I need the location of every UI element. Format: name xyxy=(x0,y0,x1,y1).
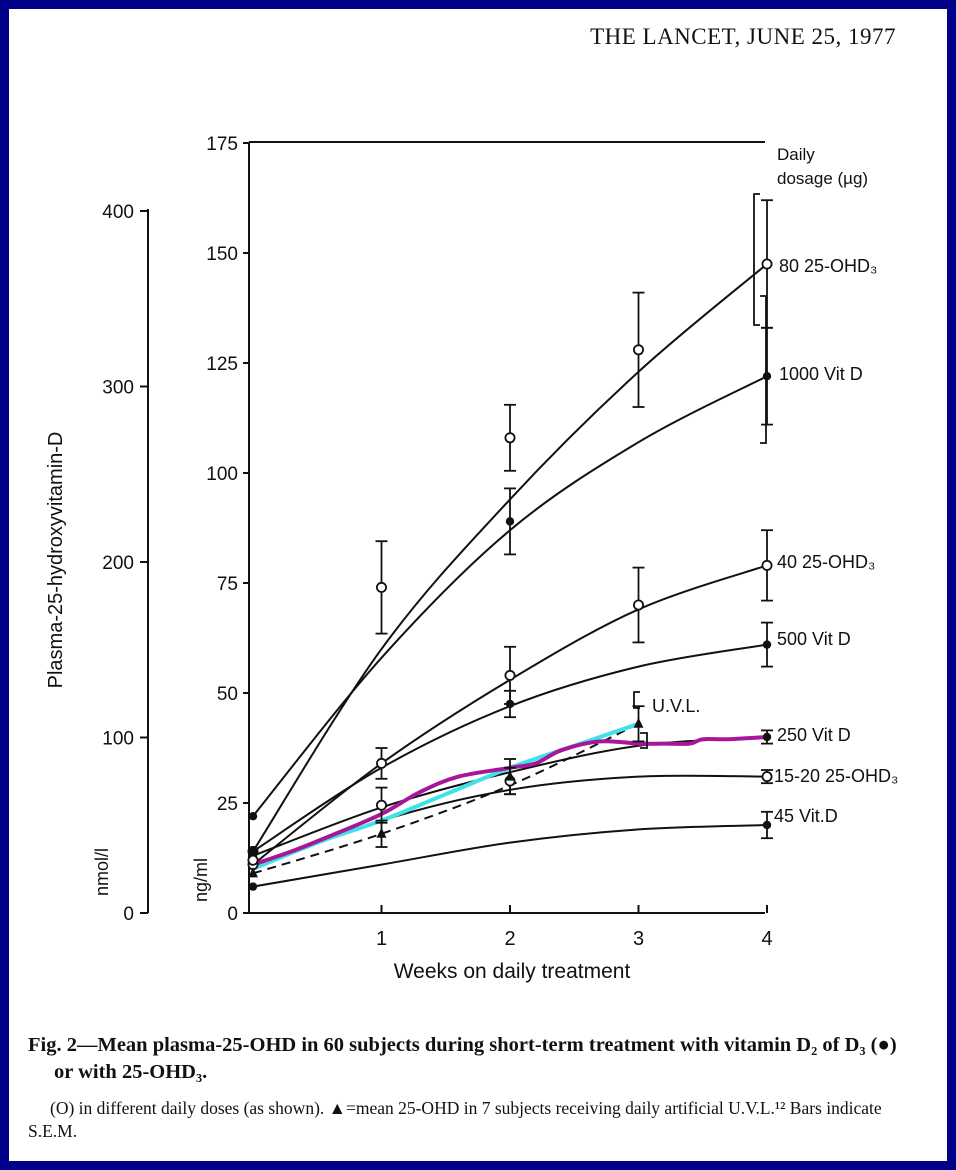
x-tick-label-0: 1 xyxy=(376,928,387,950)
bracket-uvl xyxy=(633,691,640,709)
caption-title: Fig. 2—Mean plasma-25-OHD in 60 subjects… xyxy=(28,1034,897,1083)
caption-note: (O) in different daily doses (as shown).… xyxy=(28,1098,882,1141)
marker-250-vit-d-1 xyxy=(762,732,772,742)
highlight-overlays xyxy=(251,721,769,871)
label-500-vit-d: 500 Vit D xyxy=(777,629,851,649)
marker-15-20-25-ohd-0 xyxy=(247,854,259,866)
bracket-80-25ohd3 xyxy=(753,193,760,326)
marker-15-20-25-ohd-1 xyxy=(375,799,387,811)
y-tick-label-ngml-6: 150 xyxy=(206,244,238,265)
marker-45-vit-d-1 xyxy=(762,820,772,830)
legend-title: Daily dosage (µg) xyxy=(777,145,868,188)
legend-brackets xyxy=(633,193,767,749)
label-80-25-ohd: 80 25-OHD₃ xyxy=(779,256,877,276)
label-15-20-25-ohd: 15-20 25-OHD₃ xyxy=(774,766,898,786)
y-tick-label-nmol-3: 300 xyxy=(102,378,134,399)
error-bars xyxy=(375,199,773,848)
label-1000-vit-d: 1000 Vit D xyxy=(779,364,863,384)
curve-u-v-l xyxy=(252,722,639,875)
x-tick-label-1: 2 xyxy=(504,928,515,950)
marker-40-25-ohd-3 xyxy=(633,599,645,611)
marker-40-25-ohd-2 xyxy=(504,669,516,681)
y-units-ngml: ng/ml xyxy=(191,858,211,902)
paper-page xyxy=(9,9,947,1161)
y-tick-label-ngml-0: 0 xyxy=(227,904,238,925)
x-ticks: 1 2 3 4 xyxy=(376,905,773,950)
plot-frame xyxy=(248,141,765,914)
label-45-vit-d: 45 Vit.D xyxy=(774,806,838,826)
figure-caption: Fig. 2—Mean plasma-25-OHD in 60 subjects… xyxy=(28,1032,908,1143)
label-40-25-ohd: 40 25-OHD₃ xyxy=(777,552,875,572)
marker-u-v-l-0 xyxy=(248,867,258,878)
marker-1000-vit-d-2 xyxy=(762,372,772,381)
marker-80-25-ohd-2 xyxy=(504,432,516,444)
legend-title-line-1: Daily xyxy=(777,145,815,164)
y-tick-label-ngml-5: 125 xyxy=(206,354,238,375)
marker-u-v-l-3 xyxy=(633,717,644,728)
y-ticks-ngml: 0 25 50 75 100 125 150 175 xyxy=(206,134,249,925)
series-labels: 80 25-OHD₃ 1000 Vit D 40 25-OHD₃ 500 Vit D 2… xyxy=(652,256,898,826)
curve-80-25-ohd xyxy=(252,263,768,852)
y-axis-label: Plasma-25-hydroxyvitamin-D xyxy=(45,432,67,689)
bracket-uvl-end xyxy=(640,732,648,749)
journal-header: THE LANCET, JUNE 25, 1977 xyxy=(590,24,896,49)
marker-40-25-ohd-4 xyxy=(761,559,773,571)
curve-45-vit-d xyxy=(252,824,768,888)
marker-80-25-ohd-3 xyxy=(633,344,645,356)
y-tick-label-nmol-2: 200 xyxy=(102,553,134,574)
label-250-vit-d: 250 Vit D xyxy=(777,725,851,745)
marker-80-25-ohd-1 xyxy=(375,581,387,593)
bracket-1000-vitd xyxy=(760,295,767,444)
marker-40-25-ohd-1 xyxy=(375,757,387,769)
x-axis-label: Weeks on daily treatment xyxy=(394,960,631,983)
overlay-line-1 xyxy=(251,735,769,867)
legend-title-line-2: dosage (µg) xyxy=(777,169,868,188)
marker-1000-vit-d-0 xyxy=(248,812,258,821)
y-tick-label-ngml-1: 25 xyxy=(217,794,238,815)
marker-u-v-l-2 xyxy=(505,770,515,781)
data-markers xyxy=(247,258,773,891)
y-tick-label-nmol-4: 400 xyxy=(102,202,134,223)
marker-80-25-ohd-4 xyxy=(761,258,773,270)
y-units-nmol: nmol/l xyxy=(92,848,112,896)
marker-u-v-l-1 xyxy=(376,827,387,838)
curve-1000-vit-d xyxy=(252,375,768,817)
y-ticks-nmol: 0 100 200 300 400 xyxy=(102,202,148,925)
marker-500-vit-d-1 xyxy=(505,699,515,709)
marker-500-vit-d-2 xyxy=(762,640,772,649)
y-tick-label-nmol-1: 100 xyxy=(102,729,134,750)
marker-1000-vit-d-1 xyxy=(505,517,515,526)
chart: 0 100 200 300 400 0 25 50 75 100 125 150 175 1 2 3 4 P… xyxy=(45,134,898,983)
label-u-v-l: U.V.L. xyxy=(652,696,700,716)
x-tick-label-3: 4 xyxy=(761,928,772,950)
y-tick-label-ngml-7: 175 xyxy=(206,134,238,155)
y-tick-label-ngml-4: 100 xyxy=(206,464,238,485)
x-tick-label-2: 3 xyxy=(633,928,644,950)
y-tick-label-ngml-2: 50 xyxy=(217,684,238,705)
y-tick-label-nmol-0: 0 xyxy=(123,904,134,925)
y-tick-label-ngml-3: 75 xyxy=(217,574,238,595)
marker-45-vit-d-0 xyxy=(248,882,258,891)
marker-15-20-25-ohd-3 xyxy=(761,771,773,783)
